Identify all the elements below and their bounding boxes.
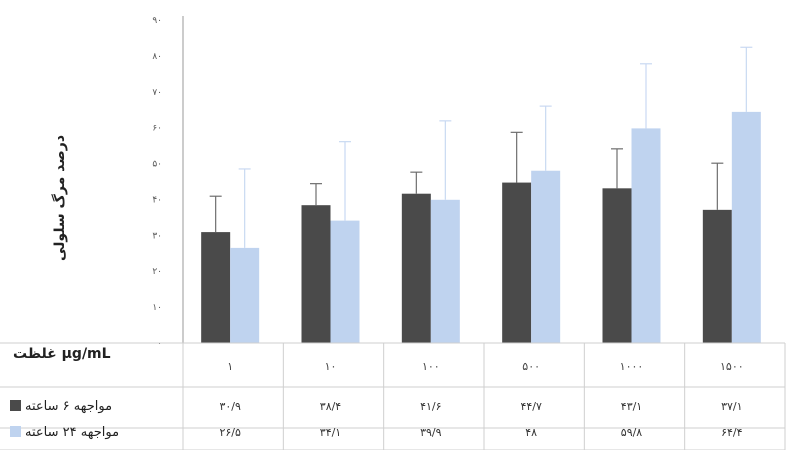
y-tick-label: ۰ xyxy=(157,339,162,349)
category-label: ۱۰۰ xyxy=(422,360,440,373)
y-tick-label: ۲۰ xyxy=(152,267,162,277)
bar-series-2 xyxy=(631,128,661,343)
data-label-series-1: ۳۸/۴ xyxy=(320,400,342,413)
x-axis-title: غلظت μg/mL xyxy=(13,346,111,362)
bar-series-2 xyxy=(230,247,260,343)
category-label: ۵۰۰ xyxy=(522,360,540,373)
bar-series-2 xyxy=(731,111,761,344)
data-label-series-2: ۳۴/۱ xyxy=(320,426,341,439)
category-label: ۱۰ xyxy=(325,360,337,373)
data-label-series-1: ۳۷/۱ xyxy=(721,400,742,413)
y-tick-label: ۷۰ xyxy=(152,88,162,98)
bar-series-1 xyxy=(502,182,532,343)
bar-series-2 xyxy=(330,220,360,343)
bar-series-1 xyxy=(401,193,431,343)
legend-label-series-2: مواجهه ۲۴ ساعته xyxy=(25,425,119,440)
legend-swatch-series-1 xyxy=(10,400,21,411)
data-label-series-1: ۴۳/۱ xyxy=(621,400,642,413)
y-tick-label: ۶۰ xyxy=(152,124,162,134)
data-label-series-2: ۲۶/۵ xyxy=(219,426,241,439)
legend-swatch-series-2 xyxy=(10,426,21,437)
y-tick-label: ۳۰ xyxy=(152,231,162,241)
data-label-series-2: ۳۹/۹ xyxy=(420,426,442,439)
data-label-series-2: ۶۴/۴ xyxy=(721,426,743,439)
category-label: ۱۵۰۰ xyxy=(720,360,744,373)
data-label-series-2: ۴۸ xyxy=(525,426,537,439)
category-label: ۱۰۰۰ xyxy=(620,360,644,373)
data-label-series-1: ۴۴/۷ xyxy=(520,400,542,413)
bar-series-1 xyxy=(301,205,331,343)
bar-series-2 xyxy=(430,199,460,343)
bar-series-1 xyxy=(201,232,231,343)
y-tick-label: ۹۰ xyxy=(152,16,162,26)
y-tick-label: ۴۰ xyxy=(152,195,162,205)
bar-series-2 xyxy=(531,170,561,343)
y-tick-label: ۸۰ xyxy=(152,52,162,62)
bar-series-1 xyxy=(602,188,632,343)
y-axis-title: درصد مرگ سلولی xyxy=(51,135,68,261)
y-tick-label: ۱۰ xyxy=(152,303,162,313)
category-label: ۱ xyxy=(227,360,233,373)
bar-series-1 xyxy=(702,209,732,343)
data-label-series-1: ۳۰/۹ xyxy=(219,400,241,413)
data-label-series-1: ۴۱/۶ xyxy=(420,400,441,413)
y-tick-label: ۵۰ xyxy=(152,160,162,170)
data-label-series-2: ۵۹/۸ xyxy=(621,426,643,439)
legend-label-series-1: مواجهه ۶ ساعته xyxy=(25,399,112,414)
